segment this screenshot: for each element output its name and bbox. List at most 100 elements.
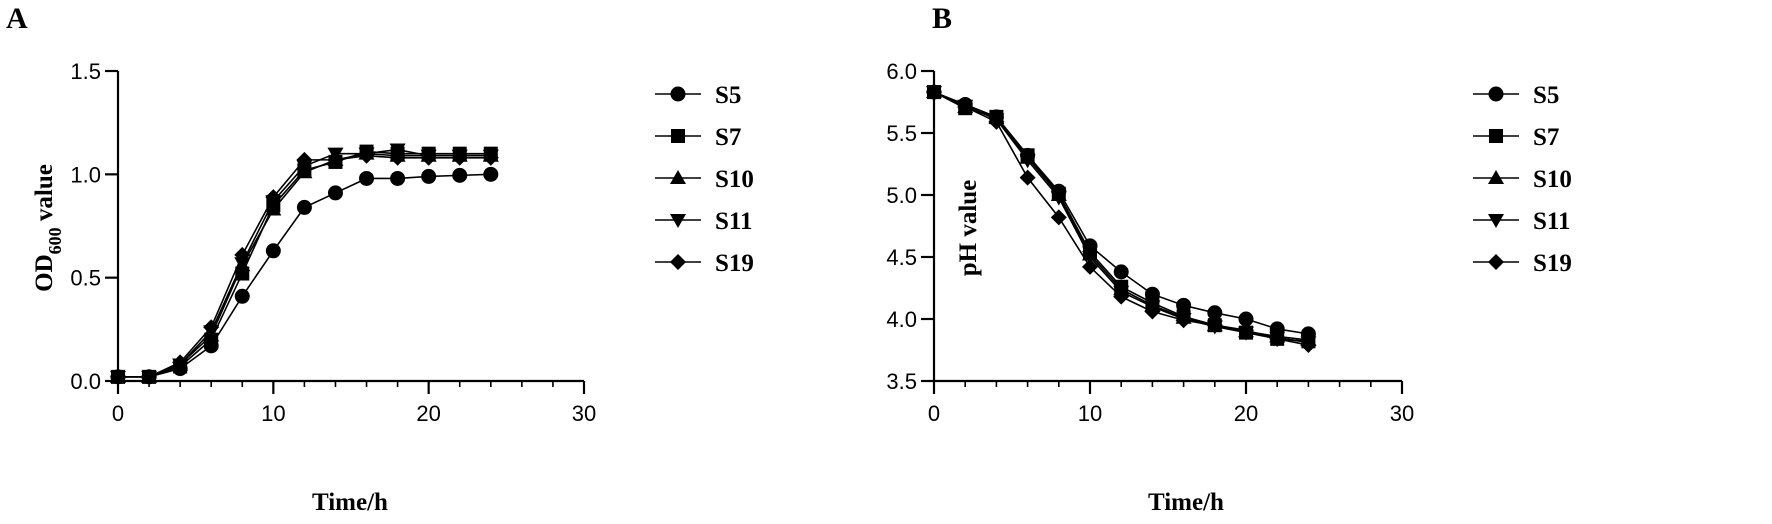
panel-a: A 0 10 20 30 0.0 0.5 1.0 1.5 S5 S7 S10 S11 S19 Time… — [6, 2, 754, 516]
data-point-s5 — [234, 288, 250, 304]
legend-marker-s10 — [670, 170, 686, 184]
data-point-s11 — [234, 257, 251, 272]
y-tick-label: 0.5 — [70, 266, 101, 291]
x-tick-label: 10 — [261, 401, 285, 426]
legend-label-s7: S7 — [715, 124, 741, 151]
panel-b-plot: 0 10 20 30 3.5 4.0 4.5 5.0 5.5 6.0 — [886, 59, 1414, 426]
data-point-s19 — [957, 98, 974, 115]
data-point-s19 — [926, 84, 942, 101]
y-tick-label: 5.5 — [886, 121, 917, 146]
data-point-s19 — [1019, 169, 1036, 186]
legend-marker-s5 — [670, 86, 686, 102]
data-point-s5 — [390, 170, 406, 186]
data-point-s19 — [1175, 312, 1192, 329]
y-tick-label: 6.0 — [886, 59, 917, 84]
legend-marker-s7 — [1489, 129, 1503, 143]
legend-label-s19: S19 — [715, 250, 754, 277]
data-point-s19 — [1050, 209, 1067, 226]
data-point-s19 — [482, 149, 499, 166]
panel-b-legend: S5 S7 S10 S11 S19 — [1473, 82, 1572, 277]
x-tick-label: 0 — [928, 401, 940, 426]
panel-a-y-axis-title-suffix: value — [31, 164, 58, 227]
series-line-s11 — [118, 148, 491, 378]
data-point-s5 — [483, 166, 499, 182]
data-point-s5 — [265, 243, 281, 259]
data-point-s5 — [327, 185, 343, 201]
legend-marker-s19 — [1488, 254, 1504, 270]
data-point-s5 — [421, 168, 437, 184]
y-tick-label: 4.5 — [886, 245, 917, 270]
legend-label-s19: S19 — [1533, 250, 1572, 277]
legend-label-s5: S5 — [1533, 82, 1559, 109]
data-point-s19 — [451, 149, 468, 166]
data-point-s19 — [1238, 322, 1254, 339]
data-point-s19 — [1113, 288, 1130, 305]
data-point-s19 — [172, 354, 189, 371]
panel-b-y-axis-title: pH value — [955, 180, 982, 277]
legend-marker-s19 — [670, 254, 686, 270]
legend-label-s11: S11 — [715, 208, 753, 235]
data-point-s19 — [1206, 317, 1223, 334]
y-tick-label: 3.5 — [886, 369, 917, 394]
y-tick-label: 1.5 — [70, 59, 101, 84]
legend-label-s10: S10 — [1533, 166, 1572, 193]
panel-a-y-axis-title-subscript: 600 — [45, 227, 65, 254]
series-line-s11 — [933, 91, 1309, 344]
panel-a-letter: A — [6, 2, 28, 35]
legend-label-s11: S11 — [1533, 208, 1571, 235]
x-tick-label: 20 — [1234, 401, 1258, 426]
x-tick-label: 0 — [112, 401, 124, 426]
y-tick-label: 5.0 — [886, 183, 917, 208]
y-tick-label: 1.0 — [70, 162, 101, 187]
data-point-s19 — [1269, 330, 1286, 347]
data-point-s11 — [1082, 251, 1098, 265]
y-tick-label: 0.0 — [70, 369, 101, 394]
legend-marker-s11 — [670, 214, 686, 228]
panel-a-legend: S5 S7 S10 S11 S19 — [655, 82, 754, 277]
data-point-s19 — [327, 151, 344, 168]
data-point-s19 — [420, 149, 437, 166]
data-point-s5 — [359, 170, 375, 186]
data-point-s19 — [141, 368, 158, 385]
data-point-s5 — [1176, 297, 1192, 313]
legend-label-s10: S10 — [715, 166, 754, 193]
y-tick-label: 4.0 — [886, 307, 917, 332]
legend-marker-s10 — [1488, 170, 1504, 184]
data-point-s19 — [203, 319, 220, 336]
panel-b-x-axis-title: Time/h — [1148, 489, 1224, 516]
legend-label-s7: S7 — [1533, 124, 1559, 151]
panel-a-y-axis-title-main: OD — [31, 254, 58, 292]
legend-marker-s5 — [1488, 86, 1504, 102]
data-point-s5 — [1238, 311, 1254, 327]
data-point-s19 — [265, 189, 282, 206]
panel-b-letter: B — [932, 2, 952, 35]
data-point-s5 — [1113, 264, 1129, 280]
series-line-s19 — [933, 91, 1309, 346]
data-point-s5 — [452, 167, 468, 183]
data-point-s5 — [1207, 305, 1223, 321]
series-line-s7 — [118, 150, 491, 378]
data-point-s11 — [1019, 154, 1036, 169]
panel-a-x-axis-title: Time/h — [312, 489, 388, 516]
legend-label-s5: S5 — [715, 82, 741, 109]
legend-marker-s11 — [1488, 214, 1504, 228]
data-point-s11 — [1050, 191, 1067, 206]
data-point-s19 — [1082, 258, 1098, 275]
data-point-s19 — [1300, 337, 1317, 354]
data-point-s5 — [296, 199, 312, 215]
series-line-s10 — [118, 152, 491, 378]
x-tick-label: 10 — [1078, 401, 1102, 426]
series-line-s19 — [118, 154, 491, 378]
panel-a-plot: 0 10 20 30 0.0 0.5 1.0 1.5 — [70, 59, 596, 426]
x-tick-label: 20 — [416, 401, 440, 426]
x-tick-label: 30 — [572, 401, 596, 426]
data-point-s19 — [358, 147, 375, 164]
data-point-s19 — [389, 149, 406, 166]
data-point-s19 — [1144, 303, 1161, 320]
data-point-s19 — [988, 113, 1005, 130]
data-point-s19 — [234, 246, 251, 263]
panel-a-y-axis-title: OD600 value — [31, 164, 65, 292]
data-point-s19 — [110, 368, 126, 385]
legend-marker-s7 — [671, 129, 685, 143]
